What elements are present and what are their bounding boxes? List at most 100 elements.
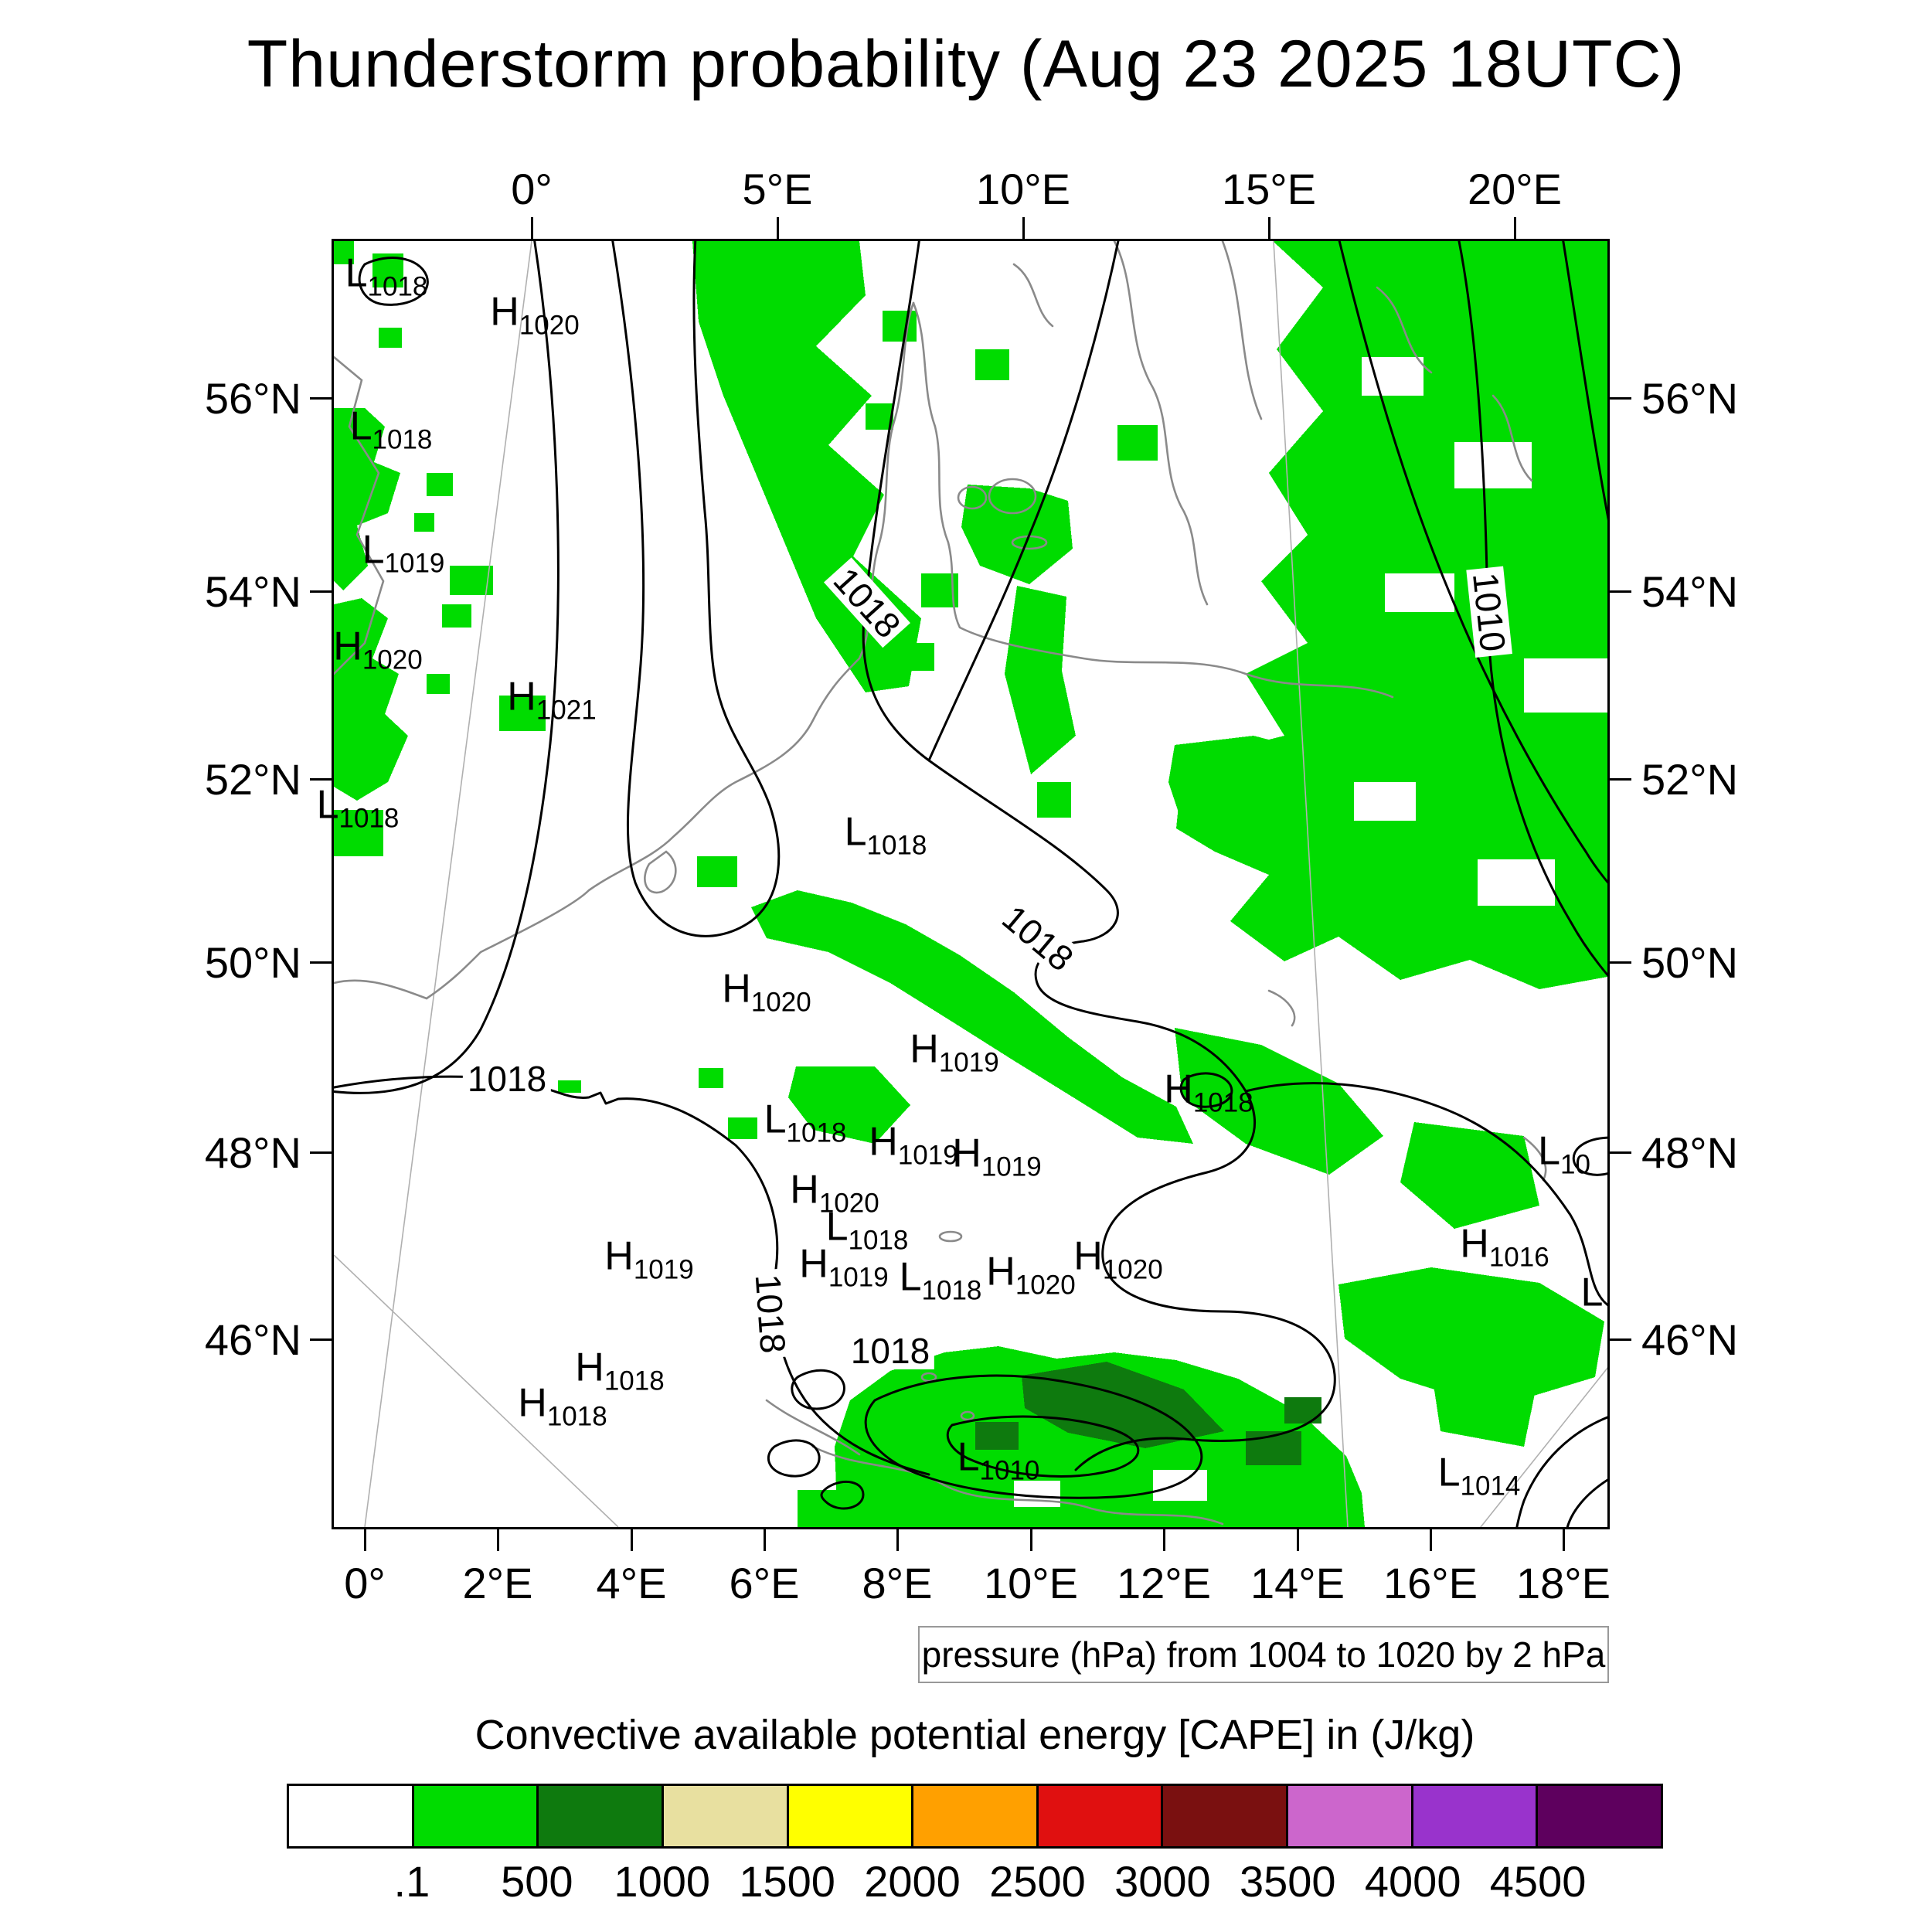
axis-tick-mark (763, 1529, 766, 1551)
pressure-value: 1019 (981, 1151, 1042, 1182)
colorbar-cell (1536, 1784, 1664, 1849)
axis-tick-label-right: 54°N (1641, 567, 1739, 616)
axis-tick-label-left: 54°N (204, 567, 301, 616)
pressure-value: 1019 (938, 1047, 999, 1078)
map-graphics (334, 241, 1607, 1527)
pressure-letter: H (490, 289, 519, 335)
colorbar-tick-label: 3500 (1239, 1857, 1336, 1906)
axis-tick-label-top: 10°E (975, 165, 1071, 213)
pressure-value: 1020 (1102, 1254, 1163, 1285)
axis-tick-mark (630, 1529, 633, 1551)
pressure-center-label: H1021 (507, 677, 596, 724)
axis-tick-mark (1267, 217, 1270, 239)
pressure-value: 1014 (1460, 1471, 1521, 1502)
colorbar-title: Convective available potential energy [C… (474, 1712, 1475, 1758)
pressure-center-label: L1010 (957, 1437, 1040, 1485)
axis-tick-label-bottom: 8°E (862, 1559, 933, 1607)
contour-inline-label: 1018 (845, 1332, 935, 1369)
pressure-value: 1019 (828, 1262, 889, 1293)
colorbar-cell (536, 1784, 664, 1849)
pressure-letter: H (952, 1131, 981, 1176)
pressure-letter: L (844, 809, 867, 855)
pressure-letter: H (1460, 1221, 1489, 1267)
axis-tick-label-bottom: 12°E (1116, 1559, 1212, 1607)
axis-tick-label-right: 46°N (1641, 1315, 1739, 1364)
colorbar-cell (1410, 1784, 1539, 1849)
axis-tick-mark (530, 217, 533, 239)
axis-tick-mark (310, 777, 332, 781)
pressure-letter: H (575, 1345, 604, 1390)
axis-tick-mark (310, 1338, 332, 1341)
axis-tick-mark (1029, 1529, 1032, 1551)
axis-tick-label-top: 0° (511, 165, 553, 213)
axis-tick-label-left: 52°N (204, 755, 301, 804)
colorbar-cell (1036, 1784, 1164, 1849)
pressure-value: 1018 (921, 1275, 982, 1306)
pressure-center-label: L1018 (900, 1257, 982, 1304)
pressure-value: 1010 (979, 1455, 1040, 1486)
axis-tick-mark (776, 217, 779, 239)
map-plot-area (332, 239, 1610, 1529)
pressure-letter: L (899, 1254, 922, 1300)
colorbar-tick-label: 2000 (864, 1857, 961, 1906)
pressure-center-label: H1019 (604, 1236, 693, 1284)
axis-tick-label-bottom: 6°E (729, 1559, 800, 1607)
colorbar-tick-label: 3000 (1114, 1857, 1211, 1906)
pressure-center-label: L1014 (1438, 1453, 1521, 1500)
chart-title: Thunderstorm probability (Aug 23 2025 18… (247, 27, 1685, 101)
colorbar-tick-label: 1000 (614, 1857, 711, 1906)
pressure-value: 1020 (519, 310, 580, 341)
axis-tick-mark (1610, 777, 1631, 781)
axis-tick-label-top: 5°E (742, 165, 813, 213)
axis-tick-label-left: 50°N (204, 938, 301, 987)
axis-tick-mark (496, 1529, 499, 1551)
pressure-value: 1018 (866, 830, 927, 861)
pressure-letter: H (1164, 1066, 1193, 1112)
colorbar-cell (1286, 1784, 1413, 1849)
axis-tick-label-left: 56°N (204, 374, 301, 423)
colorbar-cell (911, 1784, 1039, 1849)
pressure-center-label: L1018 (764, 1100, 847, 1147)
pressure-caption-text: pressure (hPa) from 1004 to 1020 by 2 hP… (921, 1634, 1606, 1675)
graticule-layer (334, 241, 1607, 1527)
axis-tick-label-right: 56°N (1641, 374, 1739, 423)
axis-tick-label-top: 20°E (1467, 165, 1563, 213)
pressure-letter: L (1580, 1270, 1604, 1315)
colorbar-tick-label: .1 (393, 1857, 430, 1906)
pressure-value: 1018 (372, 424, 433, 455)
axis-tick-label-right: 48°N (1641, 1128, 1739, 1177)
pressure-center-label: H1019 (952, 1134, 1041, 1181)
pressure-letter: H (986, 1249, 1015, 1294)
pressure-value: 1018 (786, 1117, 847, 1148)
colorbar-cell (287, 1784, 414, 1849)
pressure-letter: L (362, 527, 385, 573)
axis-tick-label-top: 15°E (1221, 165, 1317, 213)
contour-inline-label: 1018 (748, 1268, 794, 1359)
pressure-center-label: H1019 (799, 1244, 888, 1291)
pressure-center-label: H1018 (575, 1348, 664, 1395)
pressure-letter: H (869, 1119, 898, 1165)
pressure-letter: L (825, 1204, 849, 1250)
pressure-center-label: H1018 (1164, 1070, 1253, 1117)
colorbar-tick-label: 1500 (739, 1857, 835, 1906)
pressure-value: 1020 (1015, 1270, 1076, 1301)
axis-tick-label-bottom: 2°E (462, 1559, 533, 1607)
axis-tick-mark (1610, 396, 1631, 400)
pressure-value: 1018 (604, 1366, 665, 1396)
axis-tick-mark (1296, 1529, 1299, 1551)
axis-tick-mark (1610, 961, 1631, 964)
axis-tick-label-bottom: 0° (344, 1559, 386, 1607)
pressure-letter: H (910, 1026, 939, 1072)
axis-tick-mark (1610, 1151, 1631, 1154)
axis-tick-mark (310, 396, 332, 400)
pressure-value: 1020 (750, 987, 811, 1018)
pressure-center-label: H1019 (910, 1029, 998, 1077)
pressure-letter: H (799, 1241, 828, 1287)
colorbar-tick-labels: .1 500 1000 1500 2000 2500 3000 3500 4000 4500 (287, 1856, 1663, 1910)
contour-inline-label: 1010 (1465, 566, 1513, 658)
axis-tick-mark (1610, 590, 1631, 593)
axis-tick-mark (310, 1151, 332, 1154)
pressure-letter: H (604, 1233, 634, 1279)
pressure-letter: L (1437, 1450, 1461, 1495)
pressure-letter: H (507, 674, 536, 719)
